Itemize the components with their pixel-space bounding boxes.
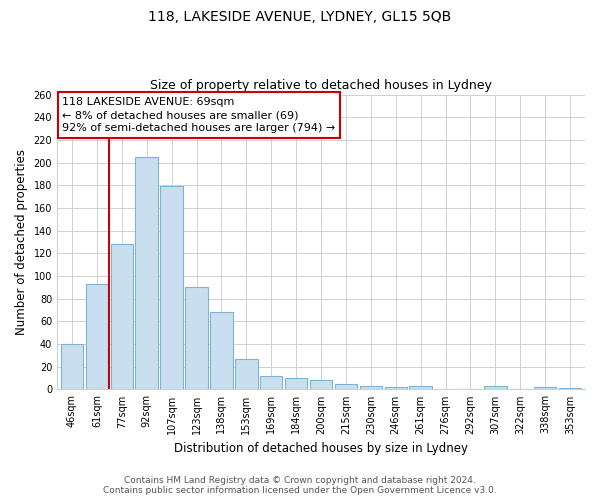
Bar bbox=[534, 387, 556, 390]
Text: 118, LAKESIDE AVENUE, LYDNEY, GL15 5QB: 118, LAKESIDE AVENUE, LYDNEY, GL15 5QB bbox=[148, 10, 452, 24]
Y-axis label: Number of detached properties: Number of detached properties bbox=[15, 149, 28, 335]
Bar bbox=[185, 288, 208, 390]
Title: Size of property relative to detached houses in Lydney: Size of property relative to detached ho… bbox=[150, 79, 492, 92]
Bar bbox=[559, 388, 581, 390]
Bar bbox=[409, 386, 432, 390]
Bar bbox=[210, 312, 233, 390]
Bar bbox=[61, 344, 83, 390]
Bar bbox=[110, 244, 133, 390]
Bar bbox=[285, 378, 307, 390]
Bar bbox=[359, 386, 382, 390]
Bar bbox=[136, 157, 158, 390]
X-axis label: Distribution of detached houses by size in Lydney: Distribution of detached houses by size … bbox=[174, 442, 468, 455]
Bar bbox=[260, 376, 283, 390]
Bar bbox=[160, 186, 183, 390]
Bar bbox=[310, 380, 332, 390]
Text: 118 LAKESIDE AVENUE: 69sqm
← 8% of detached houses are smaller (69)
92% of semi-: 118 LAKESIDE AVENUE: 69sqm ← 8% of detac… bbox=[62, 97, 335, 133]
Bar bbox=[86, 284, 108, 390]
Bar bbox=[235, 359, 257, 390]
Bar bbox=[335, 384, 357, 390]
Bar bbox=[385, 387, 407, 390]
Bar bbox=[484, 386, 506, 390]
Text: Contains HM Land Registry data © Crown copyright and database right 2024.
Contai: Contains HM Land Registry data © Crown c… bbox=[103, 476, 497, 495]
